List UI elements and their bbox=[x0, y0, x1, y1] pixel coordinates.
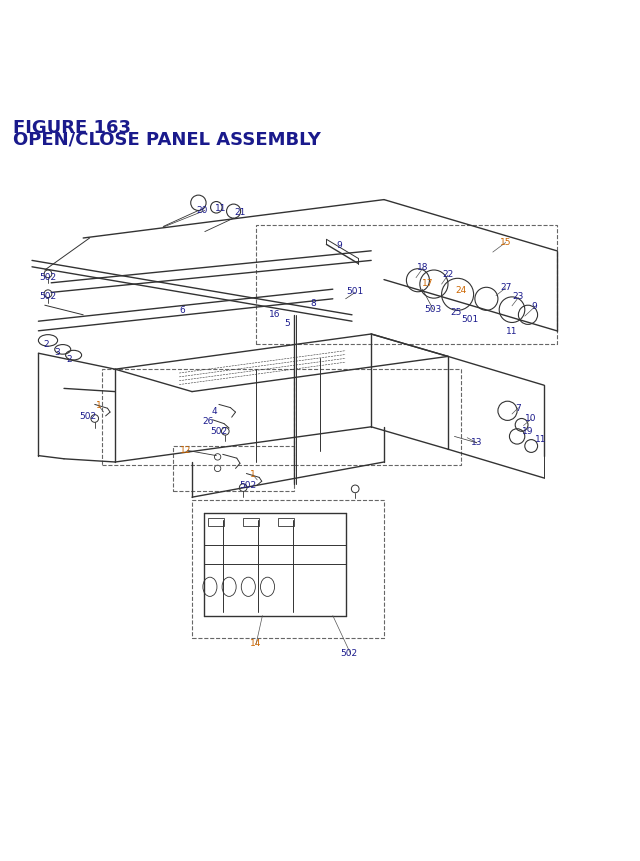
Text: 18: 18 bbox=[417, 263, 428, 272]
Bar bbox=[208, 518, 224, 526]
Text: 27: 27 bbox=[500, 282, 511, 291]
Text: 502: 502 bbox=[240, 480, 257, 489]
Text: 19: 19 bbox=[522, 426, 534, 435]
Text: 1: 1 bbox=[250, 469, 255, 479]
Text: 7: 7 bbox=[516, 404, 521, 412]
Text: 9: 9 bbox=[337, 240, 342, 250]
Text: 502: 502 bbox=[40, 292, 56, 300]
Text: 10: 10 bbox=[525, 413, 537, 422]
Text: 9: 9 bbox=[532, 301, 537, 310]
Text: 12: 12 bbox=[180, 445, 191, 454]
Text: 501: 501 bbox=[462, 314, 479, 323]
Text: 16: 16 bbox=[269, 310, 281, 319]
Text: 11: 11 bbox=[215, 203, 227, 213]
Text: 5: 5 bbox=[284, 319, 289, 327]
Text: OPEN/CLOSE PANEL ASSEMBLY: OPEN/CLOSE PANEL ASSEMBLY bbox=[13, 130, 321, 148]
Text: 24: 24 bbox=[455, 285, 467, 294]
Text: 8: 8 bbox=[311, 298, 316, 307]
Text: 15: 15 bbox=[500, 238, 511, 246]
Bar bbox=[243, 518, 259, 526]
Text: 11: 11 bbox=[506, 327, 518, 336]
Text: 503: 503 bbox=[425, 305, 442, 313]
Text: 502: 502 bbox=[211, 426, 227, 435]
Text: 502: 502 bbox=[80, 412, 97, 420]
Text: 25: 25 bbox=[450, 307, 461, 317]
Text: 20: 20 bbox=[196, 206, 207, 214]
Text: 3: 3 bbox=[55, 348, 60, 357]
Text: 1: 1 bbox=[97, 400, 102, 410]
Text: 23: 23 bbox=[513, 292, 524, 300]
Text: 13: 13 bbox=[471, 437, 483, 447]
Text: 14: 14 bbox=[250, 638, 262, 647]
Text: 4: 4 bbox=[212, 407, 217, 416]
Text: 17: 17 bbox=[422, 279, 433, 288]
Bar bbox=[278, 518, 294, 526]
Text: 11: 11 bbox=[535, 434, 547, 443]
Text: 6: 6 bbox=[180, 306, 185, 315]
Text: 2: 2 bbox=[67, 355, 72, 363]
Text: 2: 2 bbox=[44, 340, 49, 349]
Text: 502: 502 bbox=[40, 273, 56, 282]
Text: 26: 26 bbox=[202, 417, 214, 425]
Text: FIGURE 163: FIGURE 163 bbox=[13, 120, 131, 137]
Text: 21: 21 bbox=[234, 208, 246, 216]
Text: 22: 22 bbox=[442, 269, 454, 278]
Text: 501: 501 bbox=[347, 287, 364, 295]
Text: 502: 502 bbox=[340, 648, 357, 658]
